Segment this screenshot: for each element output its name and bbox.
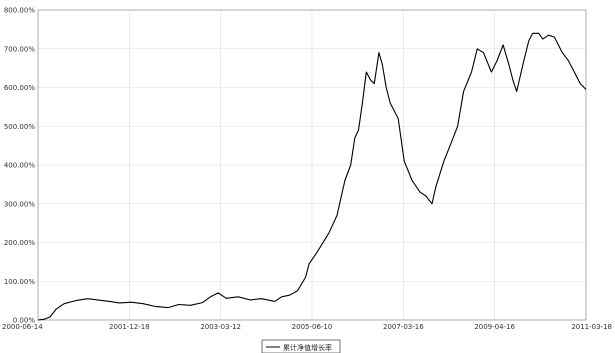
x-tick-label: 2009-04-16 bbox=[474, 323, 515, 331]
legend-label: 累计净值增长率 bbox=[283, 343, 332, 352]
x-tick-label: 2007-03-16 bbox=[383, 323, 424, 331]
plot-frame bbox=[37, 9, 587, 321]
x-axis-tick-labels: 2000-06-14 2001-12-18 2003-03-12 2005-06-10… bbox=[2, 323, 612, 331]
legend: 累计净值增长率 bbox=[261, 339, 341, 353]
y-tick-label: 100.00% bbox=[4, 278, 35, 286]
y-tick-label: 800.00% bbox=[4, 7, 35, 15]
grid-lines bbox=[38, 10, 586, 320]
y-tick-label: 300.00% bbox=[4, 200, 35, 208]
legend-box bbox=[261, 339, 341, 353]
y-tick-label: 500.00% bbox=[4, 123, 35, 131]
x-tick-label: 2000-06-14 bbox=[2, 323, 43, 331]
y-axis-tick-labels: 0.00% 100.00% 200.00% 300.00% 400.00% 500.00%… bbox=[4, 7, 35, 325]
x-tick-label: 2005-06-10 bbox=[292, 323, 333, 331]
y-tick-label: 200.00% bbox=[4, 239, 35, 247]
series-line bbox=[37, 32, 587, 321]
x-tick-label: 2003-03-12 bbox=[200, 323, 241, 331]
x-tick-label: 2011-03-18 bbox=[571, 323, 612, 331]
x-tick-label: 2001-12-18 bbox=[109, 323, 150, 331]
y-tick-label: 400.00% bbox=[4, 162, 35, 170]
series-layer bbox=[37, 32, 587, 321]
y-tick-label: 600.00% bbox=[4, 84, 35, 92]
y-tick-label: 0.00% bbox=[13, 317, 36, 325]
y-tick-label: 700.00% bbox=[4, 45, 35, 53]
